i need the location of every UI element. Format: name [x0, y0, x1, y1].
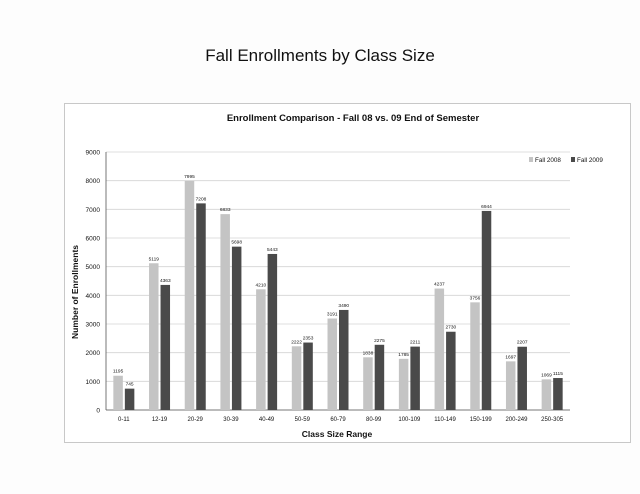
- data-label: 3490: [338, 303, 349, 309]
- data-label: 1697: [505, 354, 516, 360]
- data-label: 3756: [470, 295, 481, 301]
- bar-fall-2008: [470, 302, 480, 410]
- chart-title: Enrollment Comparison - Fall 08 vs. 09 E…: [227, 113, 480, 124]
- y-tick-label: 4000: [86, 293, 101, 300]
- bar-fall-2009: [196, 203, 206, 410]
- x-tick-label: 80-99: [366, 417, 382, 423]
- bar-fall-2008: [113, 375, 123, 410]
- y-tick-label: 2000: [86, 350, 101, 357]
- data-label: 4210: [256, 282, 267, 288]
- bar-fall-2009: [160, 284, 171, 410]
- bar-fall-2009: [481, 210, 492, 410]
- bar-fall-2008: [220, 214, 230, 410]
- bar-fall-2008: [256, 289, 266, 410]
- bar-fall-2009: [446, 331, 456, 410]
- data-label: 6833: [220, 207, 231, 213]
- x-tick-label: 20-29: [188, 417, 204, 423]
- legend-swatch: [571, 157, 575, 162]
- y-tick-label: 3000: [86, 322, 101, 329]
- y-tick-label: 7000: [86, 207, 101, 214]
- x-tick-label: 150-199: [470, 417, 493, 423]
- data-label: 1115: [553, 371, 563, 377]
- bar-fall-2008: [149, 263, 159, 410]
- x-tick-label: 40-49: [259, 417, 275, 423]
- legend-swatch: [529, 157, 533, 162]
- data-label: 2222: [291, 339, 302, 345]
- x-tick-label: 60-79: [330, 417, 346, 423]
- bar-fall-2009: [553, 378, 563, 410]
- axes: 0 1000 2000 3000 4000 5000 6000 7000 8000 9000 0-1…: [86, 150, 570, 423]
- data-label: 2207: [517, 340, 528, 346]
- y-tick-label: 5000: [86, 264, 101, 271]
- data-label: 6944: [481, 204, 492, 210]
- data-label: 1069: [541, 372, 552, 378]
- data-label: 1838: [363, 350, 374, 356]
- data-label: 2211: [410, 340, 421, 346]
- chart-frame: Enrollment Comparison - Fall 08 vs. 09 E…: [64, 103, 631, 443]
- data-label: 5443: [267, 247, 278, 253]
- data-label: 745: [126, 382, 134, 388]
- bar-fall-2008: [363, 357, 373, 410]
- bar-fall-2009: [339, 309, 349, 410]
- bar-fall-2009: [303, 342, 313, 410]
- data-label: 2275: [374, 338, 385, 344]
- bar-fall-2009: [517, 346, 527, 410]
- x-axis-title: Class Size Range: [302, 429, 373, 439]
- bar-fall-2009: [410, 346, 420, 410]
- x-tick-label: 200-249: [505, 417, 528, 423]
- bars: [113, 180, 563, 410]
- data-label: 3191: [327, 312, 338, 318]
- data-label: 1785: [398, 352, 409, 358]
- y-tick-label: 0: [96, 408, 100, 415]
- legend: Fall 2008 Fall 2009: [529, 157, 603, 164]
- bar-fall-2009: [374, 344, 385, 410]
- data-label: 2730: [445, 325, 456, 331]
- bar-fall-2008: [505, 361, 516, 410]
- bar-fall-2008: [327, 318, 337, 410]
- y-tick-label: 8000: [86, 178, 101, 185]
- x-tick-label: 0-11: [118, 417, 130, 423]
- bar-chart: Enrollment Comparison - Fall 08 vs. 09 E…: [70, 113, 603, 439]
- bar-fall-2009: [231, 246, 242, 410]
- y-tick-label: 1000: [86, 379, 101, 386]
- bar-fall-2009: [124, 388, 135, 410]
- page-title: Fall Enrollments by Class Size: [205, 46, 435, 65]
- data-label: 1195: [113, 369, 124, 375]
- data-label: 7208: [196, 196, 207, 202]
- x-tick-label: 50-59: [295, 417, 311, 423]
- bar-fall-2008: [541, 379, 552, 410]
- data-label: 7995: [184, 174, 195, 180]
- x-tick-label: 250-305: [541, 417, 564, 423]
- bar-fall-2008: [434, 288, 445, 410]
- x-tick-label: 12-19: [152, 417, 168, 423]
- bar-fall-2008: [291, 346, 302, 410]
- data-label: 5119: [149, 256, 160, 262]
- data-label: 5698: [231, 240, 242, 246]
- bar-fall-2008: [184, 180, 195, 410]
- legend-label: Fall 2009: [577, 157, 603, 164]
- y-tick-label: 6000: [86, 236, 101, 243]
- data-label: 4363: [160, 278, 171, 284]
- legend-label: Fall 2008: [535, 157, 561, 164]
- y-axis-title: Number of Enrollments: [70, 245, 80, 339]
- bar-fall-2009: [267, 253, 278, 410]
- data-label: 4237: [434, 282, 445, 288]
- x-tick-label: 100-109: [398, 417, 421, 423]
- data-label: 2353: [303, 336, 314, 342]
- y-tick-label: 9000: [86, 150, 101, 157]
- bar-fall-2008: [398, 358, 409, 410]
- x-tick-label: 110-149: [434, 417, 456, 423]
- gridlines: [106, 151, 570, 411]
- data-labels: 1195 745 5119 4363 7995 7208 6833 5698 4210 5443 2…: [113, 174, 563, 388]
- x-tick-label: 30-39: [223, 417, 239, 423]
